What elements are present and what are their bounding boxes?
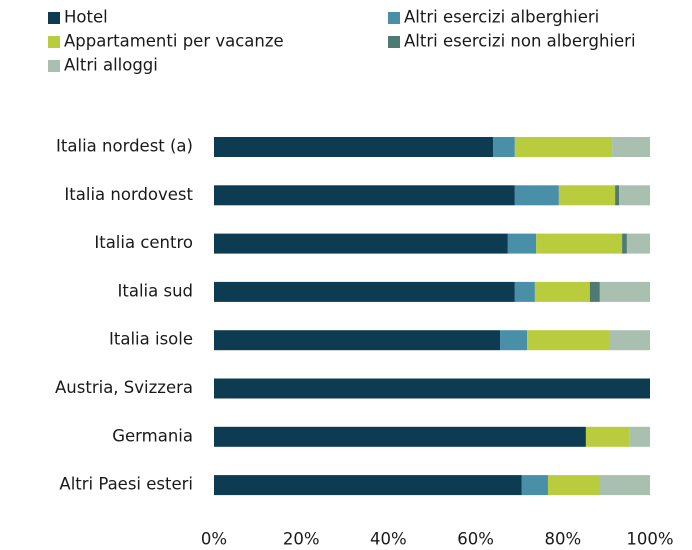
y-tick-label: Italia nordest (a) — [56, 137, 193, 156]
y-tick-label: Austria, Svizzera — [55, 378, 193, 397]
bar-segment — [214, 475, 522, 496]
bar-segment — [493, 137, 515, 157]
bar-segment — [214, 426, 586, 447]
bar-segment — [629, 426, 650, 447]
bar-segment — [527, 330, 610, 351]
legend-label: Altri esercizi alberghieri — [404, 8, 599, 27]
bar-segment — [615, 185, 620, 206]
bar-segment — [514, 185, 559, 206]
bar-segment — [214, 330, 501, 351]
bar-segment — [214, 233, 508, 254]
y-tick-label: Germania — [112, 426, 193, 445]
x-tick-label: 40% — [370, 530, 407, 549]
legend-label: Altri alloggi — [64, 56, 158, 75]
bar-segment — [534, 281, 590, 302]
x-tick-label: 100% — [626, 530, 673, 549]
bar-segment — [214, 137, 494, 157]
bar-segment — [619, 185, 650, 206]
bar-segment — [622, 233, 627, 254]
bar-segment — [626, 233, 650, 254]
x-tick-label: 0% — [201, 530, 227, 549]
bar-segment — [547, 475, 599, 496]
bar-segment — [500, 330, 528, 351]
y-tick-label: Altri Paesi esteri — [59, 475, 193, 494]
bar-segment — [214, 281, 515, 302]
y-tick-label: Italia nordovest — [64, 185, 193, 204]
bar-segment — [609, 330, 650, 351]
bar-segment — [507, 233, 537, 254]
bar-segment — [514, 137, 613, 157]
y-tick-label: Italia isole — [109, 330, 193, 349]
bar-segment — [589, 281, 600, 302]
y-tick-label: Italia sud — [118, 281, 194, 300]
bar-segment — [514, 281, 535, 302]
legend-swatch — [388, 36, 400, 48]
bar-segment — [612, 137, 650, 157]
legend-label: Hotel — [64, 8, 108, 27]
bar-segment — [558, 185, 616, 206]
legend-swatch — [388, 12, 400, 24]
bar-segment — [214, 378, 650, 399]
legend-label: Altri esercizi non alberghieri — [404, 32, 636, 51]
bar-segment — [598, 475, 650, 496]
bar-segment — [599, 281, 650, 302]
bar-segment — [536, 233, 623, 254]
x-tick-label: 60% — [457, 530, 494, 549]
x-tick-label: 20% — [283, 530, 320, 549]
legend-swatch — [48, 36, 60, 48]
bar-segment — [521, 475, 548, 496]
legend-label: Appartamenti per vacanze — [64, 32, 284, 51]
legend-swatch — [48, 12, 60, 24]
bar-segment — [585, 426, 630, 447]
legend-swatch — [48, 60, 60, 72]
x-tick-label: 80% — [544, 530, 581, 549]
y-tick-label: Italia centro — [94, 233, 193, 252]
bar-segment — [214, 185, 515, 206]
